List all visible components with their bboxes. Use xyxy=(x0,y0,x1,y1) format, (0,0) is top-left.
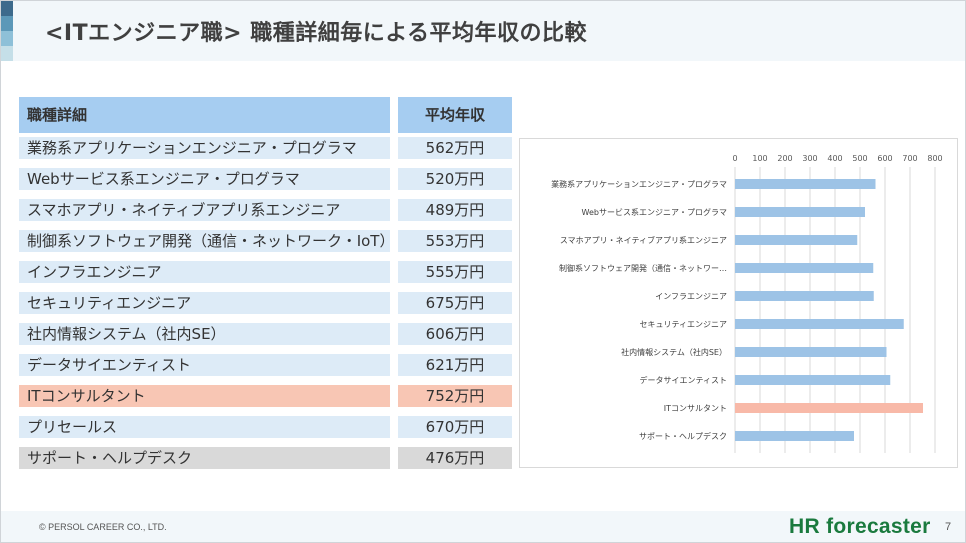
title-accent-4 xyxy=(1,46,13,61)
x-tick-label: 300 xyxy=(802,154,817,163)
x-tick-label: 800 xyxy=(927,154,942,163)
hr-forecaster-logo: HR forecaster xyxy=(789,515,931,538)
table-header-job: 職種詳細 xyxy=(19,97,390,133)
table-row-salary: 555万円 xyxy=(398,261,512,283)
x-tick-label: 500 xyxy=(852,154,867,163)
category-label: セキュリティエンジニア xyxy=(639,320,727,329)
table-row-salary: 562万円 xyxy=(398,137,512,159)
table-row-job: Webサービス系エンジニア・プログラマ xyxy=(19,168,390,190)
table-row-salary: 606万円 xyxy=(398,323,512,345)
category-label: 制御系ソフトウェア開発（通信・ネットワー… xyxy=(559,263,727,273)
bar xyxy=(735,235,858,245)
category-label: データサイエンティスト xyxy=(640,375,727,385)
x-tick-label: 600 xyxy=(877,154,892,163)
category-label: ITコンサルタント xyxy=(664,404,727,413)
table-header-salary: 平均年収 xyxy=(398,97,512,133)
title-accent-3 xyxy=(1,31,13,46)
table-row-salary: 476万円 xyxy=(398,447,512,469)
bar xyxy=(735,375,891,385)
chart-svg: 0 100 200 300 400 500 600 700 800 業務系アプリケーションエンジニ… xyxy=(551,154,943,453)
table-row-job: セキュリティエンジニア xyxy=(19,292,390,314)
bar xyxy=(735,207,865,217)
table-row-job: データサイエンティスト xyxy=(19,354,390,376)
bar xyxy=(735,347,887,357)
table-row-salary: 752万円 xyxy=(398,385,512,407)
category-label: スマホアプリ・ネイティブアプリ系エンジニア xyxy=(560,235,727,245)
x-tick-label: 100 xyxy=(752,154,767,163)
table-row-salary: 621万円 xyxy=(398,354,512,376)
bar xyxy=(735,431,854,441)
x-tick-label: 0 xyxy=(732,154,737,163)
table-row-salary: 670万円 xyxy=(398,416,512,438)
category-label: インフラエンジニア xyxy=(655,292,727,301)
table-row-job: インフラエンジニア xyxy=(19,261,390,283)
x-tick-label: 400 xyxy=(827,154,842,163)
bar xyxy=(735,403,923,413)
page-number: 7 xyxy=(945,521,952,533)
table-row-job: スマホアプリ・ネイティブアプリ系エンジニア xyxy=(19,199,390,221)
salary-bar-chart: 0 100 200 300 400 500 600 700 800 業務系アプリケーションエンジニ… xyxy=(519,138,958,468)
table-row-job: 制御系ソフトウェア開発（通信・ネットワーク・IoT） xyxy=(19,230,390,252)
bar xyxy=(735,263,874,273)
table-row-job: 社内情報システム（社内SE） xyxy=(19,323,390,345)
table-row-salary: 553万円 xyxy=(398,230,512,252)
x-tick-label: 700 xyxy=(902,154,917,163)
table-row-job: プリセールス xyxy=(19,416,390,438)
bar xyxy=(735,319,904,329)
page-title: <ITエンジニア職> 職種詳細毎による平均年収の比較 xyxy=(45,21,588,46)
table-row-job: 業務系アプリケーションエンジニア・プログラマ xyxy=(19,137,390,159)
bar xyxy=(735,179,876,189)
table-row-salary: 675万円 xyxy=(398,292,512,314)
table-row-salary: 489万円 xyxy=(398,199,512,221)
x-tick-label: 200 xyxy=(777,154,792,163)
title-bar: <ITエンジニア職> 職種詳細毎による平均年収の比較 xyxy=(1,1,965,61)
table-row-job: ITコンサルタント xyxy=(19,385,390,407)
category-label: 社内情報システム（社内SE） xyxy=(621,347,727,357)
category-label: Webサービス系エンジニア・プログラマ xyxy=(582,207,727,217)
bar xyxy=(735,291,874,301)
table-row-salary: 520万円 xyxy=(398,168,512,190)
category-label: 業務系アプリケーションエンジニア・プログラマ xyxy=(551,179,727,189)
title-accent-1 xyxy=(1,1,13,16)
category-label: サポート・ヘルプデスク xyxy=(639,431,727,441)
footer-bar xyxy=(1,511,965,542)
title-accent-2 xyxy=(1,16,13,31)
copyright: © PERSOL CAREER CO., LTD. xyxy=(39,522,167,532)
table-row-job: サポート・ヘルプデスク xyxy=(19,447,390,469)
